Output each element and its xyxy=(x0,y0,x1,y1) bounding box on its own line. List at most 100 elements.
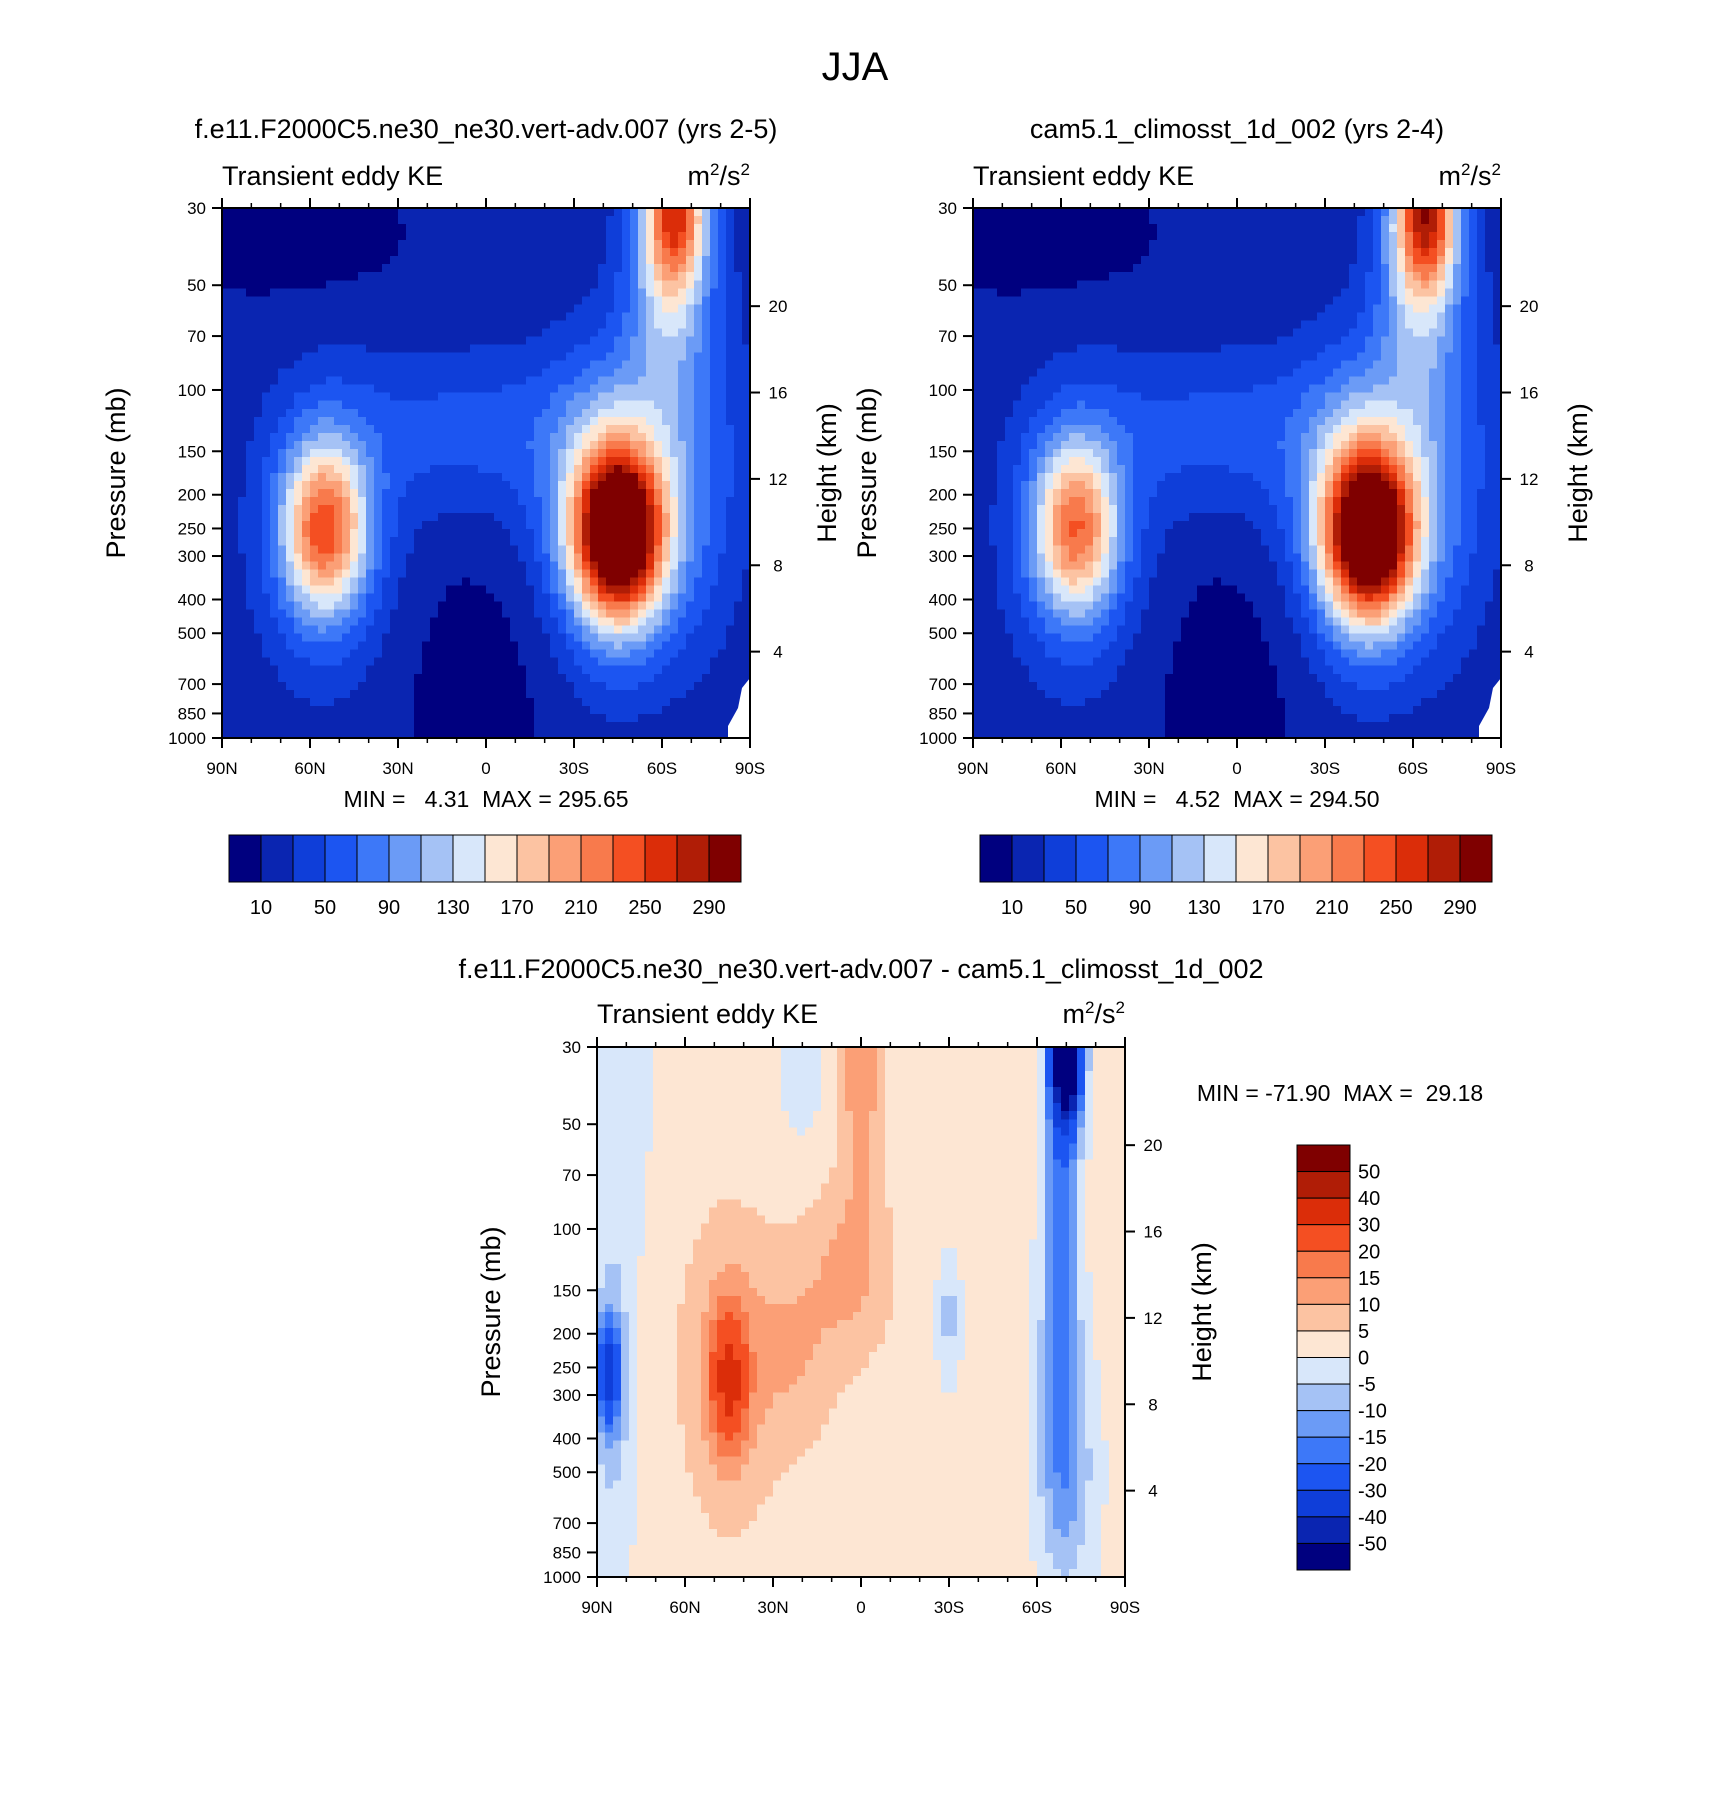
contour-cell xyxy=(366,617,375,627)
contour-cell xyxy=(230,312,239,322)
contour-cell xyxy=(406,609,415,619)
contour-cell xyxy=(566,288,575,297)
contour-cell xyxy=(662,681,671,691)
contour-cell xyxy=(326,561,335,570)
contour-cell xyxy=(582,513,591,522)
contour-cell xyxy=(574,657,583,667)
contour-cell xyxy=(590,537,599,546)
contour-cell xyxy=(542,617,551,627)
contour-cell xyxy=(454,280,463,289)
contour-cell xyxy=(470,336,479,346)
contour-cell xyxy=(238,304,247,313)
contour-cell xyxy=(534,625,543,635)
contour-cell xyxy=(582,232,591,241)
contour-cell xyxy=(438,497,447,506)
contour-cell xyxy=(614,593,623,603)
contour-cell xyxy=(662,625,671,635)
contour-cell xyxy=(526,561,535,570)
contour-cell xyxy=(414,376,423,386)
contour-cell xyxy=(334,561,343,570)
contour-cell xyxy=(446,256,455,265)
contour-cell xyxy=(590,328,599,338)
contour-cell xyxy=(502,248,511,257)
contour-cell xyxy=(726,256,735,265)
contour-cell xyxy=(358,577,367,587)
contour-cell xyxy=(526,368,535,378)
contour-cell xyxy=(574,681,583,691)
contour-cell xyxy=(550,248,559,257)
contour-cell xyxy=(1269,248,1278,257)
contour-cell xyxy=(598,553,607,562)
contour-cell xyxy=(262,296,271,305)
contour-cell xyxy=(606,312,615,322)
contour-cell xyxy=(1149,216,1158,225)
contour-cell xyxy=(550,344,559,354)
contour-cell xyxy=(334,537,343,546)
contour-cell xyxy=(510,224,519,233)
contour-cell xyxy=(502,689,511,699)
contour-cell xyxy=(366,216,375,225)
contour-cell xyxy=(550,513,559,522)
contour-cell xyxy=(542,577,551,587)
contour-cell xyxy=(238,569,247,578)
contour-cell xyxy=(430,288,439,297)
contour-cell xyxy=(694,545,703,554)
contour-cell xyxy=(334,529,343,538)
contour-cell xyxy=(734,456,743,466)
contour-cell xyxy=(358,256,367,265)
contour-cell xyxy=(238,368,247,378)
contour-cell xyxy=(422,288,431,297)
contour-cell xyxy=(1045,232,1054,241)
contour-cell xyxy=(414,577,423,587)
contour-cell xyxy=(478,657,487,667)
contour-cell xyxy=(606,649,615,659)
contour-cell xyxy=(694,336,703,346)
contour-cell xyxy=(382,256,391,265)
contour-cell xyxy=(574,344,583,354)
contour-cell xyxy=(1037,208,1046,217)
contour-cell xyxy=(478,280,487,289)
contour-cell xyxy=(518,448,527,458)
contour-cell xyxy=(430,368,439,378)
contour-cell xyxy=(238,448,247,458)
contour-cell xyxy=(1245,256,1254,265)
contour-cell xyxy=(422,400,431,410)
contour-cell xyxy=(1405,240,1414,249)
contour-cell xyxy=(1037,264,1046,273)
contour-cell xyxy=(702,360,711,370)
contour-cell xyxy=(486,288,495,297)
contour-cell xyxy=(454,617,463,627)
contour-cell xyxy=(1405,224,1414,233)
contour-cell xyxy=(702,432,711,442)
colorbar-label: 290 xyxy=(692,897,725,919)
contour-cell xyxy=(390,489,399,498)
contour-cell xyxy=(502,304,511,313)
contour-cell xyxy=(374,673,383,683)
contour-cell xyxy=(598,232,607,241)
contour-cell xyxy=(486,545,495,554)
contour-cell xyxy=(1069,240,1078,249)
contour-cell xyxy=(566,713,575,723)
contour-cell xyxy=(310,561,319,570)
contour-cell xyxy=(518,705,527,715)
contour-cell xyxy=(702,320,711,330)
contour-cell xyxy=(558,432,567,442)
contour-cell xyxy=(502,400,511,410)
contour-cell xyxy=(566,232,575,241)
contour-cell xyxy=(702,681,711,691)
contour-cell xyxy=(670,400,679,410)
contour-cell xyxy=(230,521,239,530)
contour-cell xyxy=(318,424,327,434)
contour-cell xyxy=(342,272,351,281)
contour-cell xyxy=(558,641,567,651)
contour-cell xyxy=(478,240,487,249)
contour-cell xyxy=(662,384,671,394)
contour-cell xyxy=(1157,240,1166,249)
contour-cell xyxy=(262,521,271,530)
contour-cell xyxy=(486,721,495,731)
contour-cell xyxy=(238,360,247,370)
contour-cell xyxy=(382,577,391,587)
contour-cell xyxy=(222,569,231,578)
contour-cell xyxy=(462,689,471,699)
contour-cell xyxy=(238,601,247,611)
